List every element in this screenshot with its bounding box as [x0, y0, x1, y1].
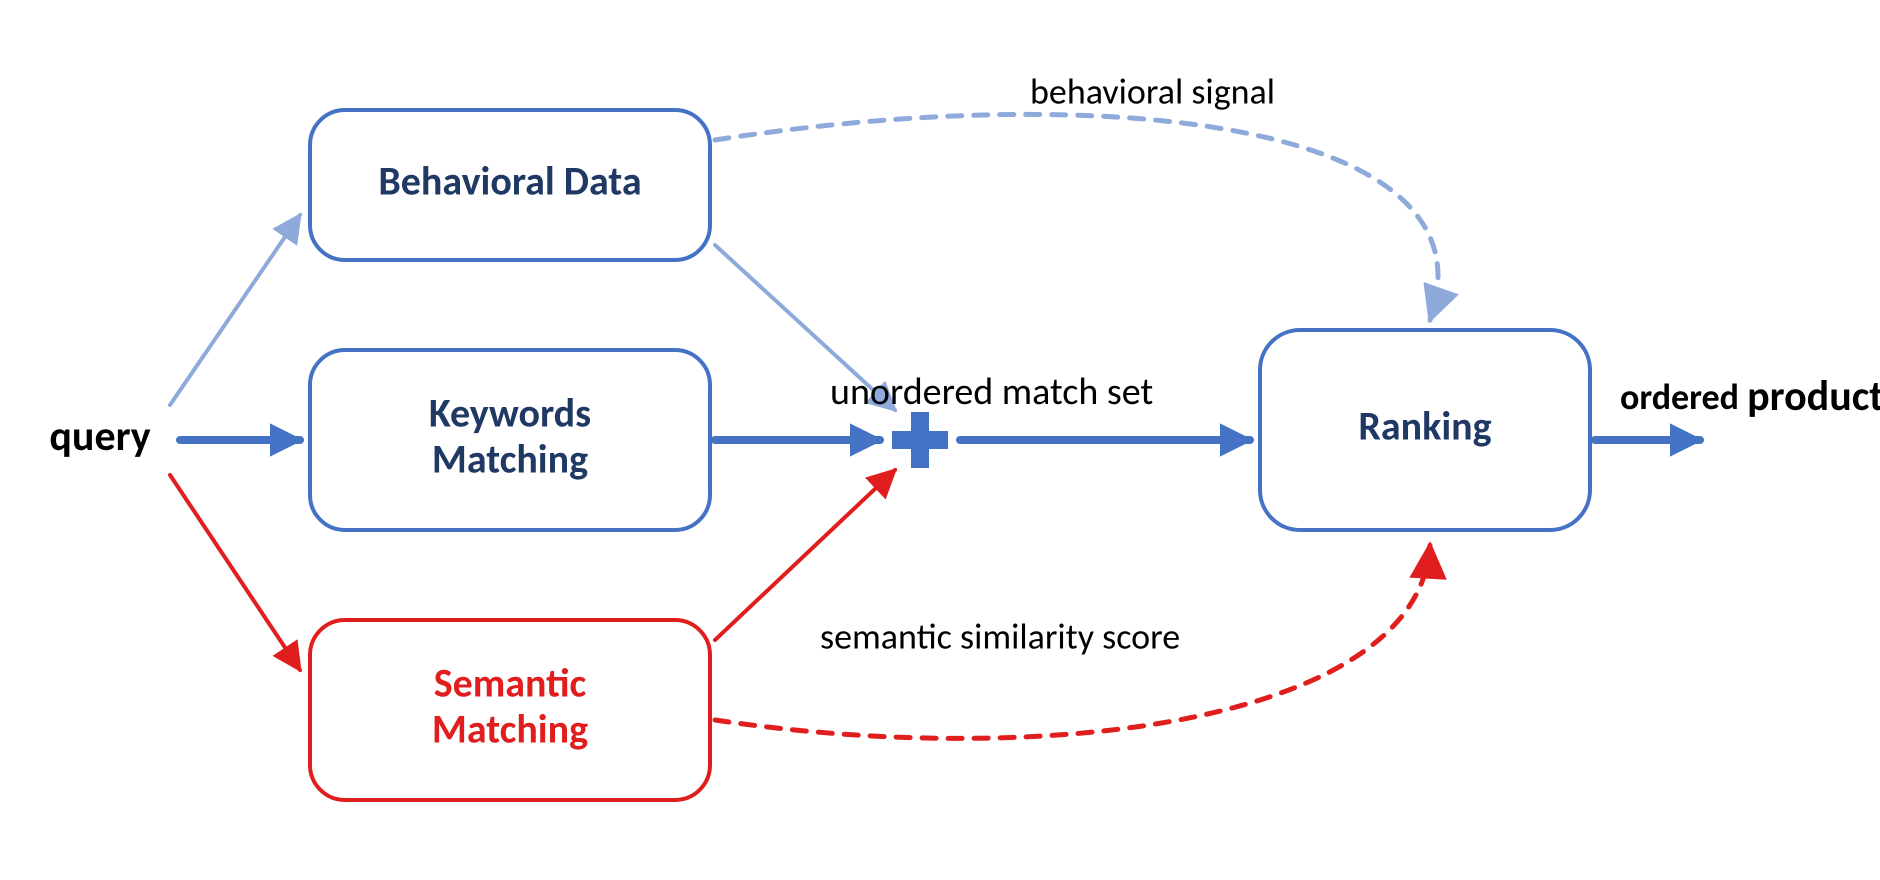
label-unordered: unordered match set: [830, 369, 1153, 415]
label-behavioral-signal: behavioral signal: [1030, 70, 1275, 114]
label-ordered: ordered product list: [1620, 371, 1880, 422]
edge-query_to_behavioral: [170, 215, 300, 405]
node-label-ranking: Ranking: [1358, 402, 1491, 451]
node-label-semantic-1: Matching: [432, 705, 588, 754]
plus-icon: [892, 412, 948, 468]
node-label-behavioral: Behavioral Data: [378, 157, 641, 206]
edge-behavioral_signal_curve: [715, 114, 1438, 320]
edge-query_to_semantic: [170, 475, 300, 670]
node-label-semantic-0: Semantic: [434, 659, 587, 708]
flowchart-canvas: Behavioral DataKeywordsMatchingSemanticM…: [0, 0, 1880, 880]
node-label-keywords-1: Matching: [432, 435, 588, 484]
node-label-keywords-0: Keywords: [429, 389, 591, 438]
label-query: query: [49, 411, 150, 462]
label-semantic-score: semantic similarity score: [820, 615, 1180, 659]
